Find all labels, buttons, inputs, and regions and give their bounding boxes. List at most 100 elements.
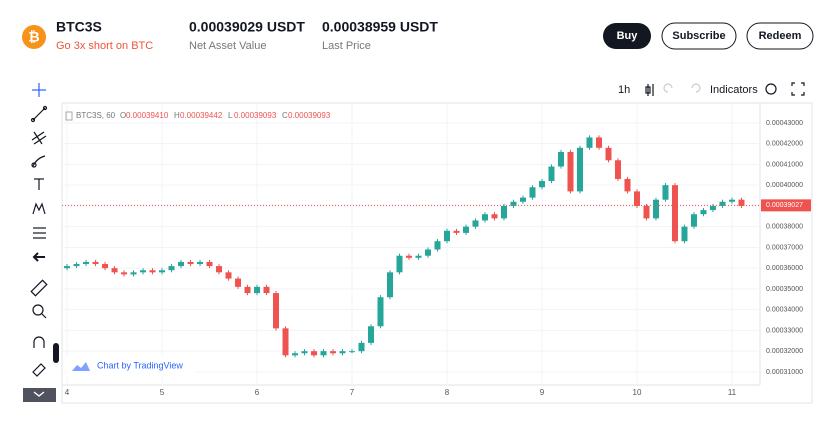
candle-body [358, 342, 365, 352]
crosshair-tool[interactable] [32, 83, 46, 97]
button-label: Subscribe [672, 30, 725, 42]
candle-body [633, 191, 640, 206]
candle [83, 259, 90, 267]
candle-body [548, 166, 555, 182]
candle-body [719, 201, 726, 206]
candle [311, 349, 318, 358]
ticker: BTC3S [56, 19, 102, 35]
candle-body [700, 210, 707, 215]
candle [273, 291, 280, 331]
magnet-tool[interactable] [33, 336, 45, 348]
candle [719, 199, 726, 208]
back-tool[interactable] [32, 252, 45, 262]
candle-body [406, 255, 413, 258]
candle-body [425, 249, 432, 256]
interval[interactable]: 1h [618, 84, 630, 96]
candle [187, 259, 194, 267]
candle-body [557, 151, 564, 167]
lock-tool[interactable] [32, 363, 46, 377]
candle [538, 178, 545, 190]
candle [130, 270, 137, 277]
candle-body [349, 351, 356, 353]
subtitle: Go 3x short on BTC [56, 40, 153, 52]
y-tick-label: 0.00041000 [766, 161, 803, 168]
candle-body [311, 351, 318, 356]
candle-body [178, 261, 185, 267]
candle-body [614, 160, 621, 179]
candle [557, 149, 564, 169]
candle-body [83, 261, 90, 265]
zoom-tool[interactable] [32, 304, 47, 319]
fullscreen-icon[interactable] [791, 82, 805, 96]
candle [92, 259, 99, 267]
candle-body [130, 272, 137, 275]
chart-type-icon[interactable] [645, 84, 654, 96]
ohlc-key: L [228, 111, 233, 120]
undo-icon[interactable] [663, 83, 673, 93]
candle [140, 268, 147, 275]
candle [709, 203, 716, 213]
candle-body [216, 266, 223, 273]
y-tick-label: 0.00033000 [766, 327, 803, 334]
indicators[interactable]: Indicators [710, 84, 758, 96]
candle-body [282, 328, 289, 356]
prediction-tool[interactable] [33, 227, 46, 239]
candle [576, 145, 583, 194]
candle [121, 270, 128, 277]
candle-body [576, 147, 583, 192]
x-tick-label: 6 [255, 388, 260, 397]
candle-body [292, 353, 299, 356]
last-price-tag [761, 199, 811, 212]
candle [263, 284, 270, 296]
candle-body [244, 286, 251, 294]
candle-body [728, 199, 735, 202]
candle [453, 228, 460, 235]
fib-tool[interactable] [31, 131, 47, 145]
candle [700, 207, 707, 217]
pattern-tool[interactable] [32, 202, 46, 215]
text-tool[interactable] [34, 178, 44, 190]
candle-body [121, 272, 128, 275]
chevron [33, 391, 45, 397]
candle-body [263, 286, 270, 294]
buy-button[interactable]: Buy [603, 23, 651, 49]
candle [377, 295, 384, 329]
candle [339, 349, 346, 356]
y-tick-label: 0.00040000 [766, 182, 803, 189]
candle-body [500, 205, 507, 219]
logo [22, 25, 46, 49]
candle [206, 259, 213, 269]
ohlc-key: O [120, 111, 126, 120]
candle-body [681, 226, 688, 242]
nav-label: Net Asset Value [189, 40, 266, 52]
toolbar-handle[interactable] [53, 343, 59, 363]
watermark[interactable]: Chart by TradingView [97, 360, 183, 370]
candle-body [140, 270, 147, 273]
candle-body [738, 199, 745, 206]
chart-frame [61, 102, 813, 404]
subscribe-button[interactable]: Subscribe [661, 22, 737, 50]
candle-body [330, 351, 337, 354]
y-tick-label: 0.00037000 [766, 244, 803, 251]
candle [387, 270, 394, 300]
brush-tool[interactable] [31, 155, 46, 168]
settings-icon[interactable] [765, 83, 777, 95]
x-tick-label: 9 [540, 388, 545, 397]
redo-icon[interactable] [691, 83, 701, 93]
candle-body [73, 264, 80, 267]
candle-body [64, 266, 71, 269]
legend-icon [65, 111, 73, 121]
candle-body [567, 151, 574, 192]
candle-body [197, 261, 204, 265]
trendline-tool[interactable] [30, 105, 48, 123]
candle [415, 253, 422, 260]
candle-body [396, 255, 403, 273]
measure-tool[interactable] [30, 279, 48, 297]
candle [111, 266, 118, 275]
candle-body [434, 241, 441, 250]
candle-body [301, 351, 308, 354]
redeem-button[interactable]: Redeem [746, 22, 814, 50]
nav-value: 0.00039029 USDT [189, 19, 305, 35]
x-tick-label: 5 [160, 388, 165, 397]
candle [368, 324, 375, 345]
